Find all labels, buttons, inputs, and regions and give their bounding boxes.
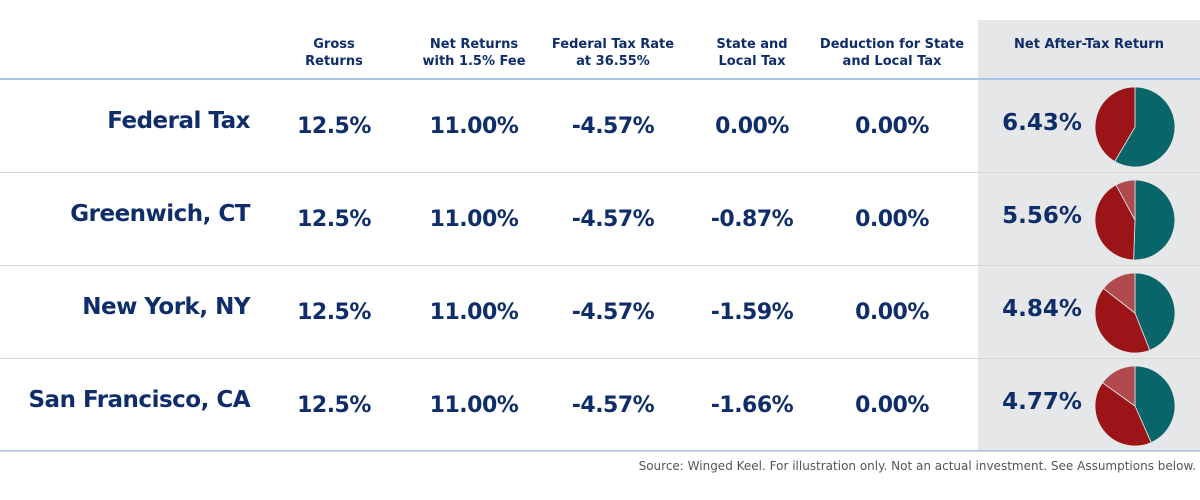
row-label: Federal Tax [107,108,250,134]
table-row: Greenwich, CT 12.5% 11.00% -4.57% -0.87% 0.00… [0,173,1200,266]
cell-gross: 12.5% [297,300,371,325]
row-divider [0,451,1200,452]
table-row: New York, NY 12.5% 11.00% -4.57% -1.59% 0.00%… [0,266,1200,359]
pie-slice-state [1102,272,1136,314]
cell-state: -1.59% [710,300,794,325]
cell-after-tax: 4.84% [1002,296,1082,322]
pie-slice-after-tax [1133,179,1176,261]
cell-federal: -4.57% [571,300,655,325]
cell-federal: -4.57% [571,393,655,418]
header-after-tax: Net After-Tax Return [1014,37,1164,52]
cell-net: 11.00% [429,393,519,418]
pie-slice-federal [1094,382,1152,447]
row-divider [0,358,1200,359]
row-label: San Francisco, CA [28,387,250,413]
cell-net: 11.00% [429,300,519,325]
cell-federal: -4.57% [571,207,655,232]
cell-after-tax: 5.56% [1002,203,1082,229]
pie-slice-state [1115,179,1136,221]
pie-slice-after-tax [1134,272,1176,351]
cell-state: 0.00% [715,114,789,139]
row-label: New York, NY [82,294,250,320]
cell-deduction: 0.00% [855,114,929,139]
cell-state: -0.87% [710,207,794,232]
table-row: San Francisco, CA 12.5% 11.00% -4.57% -1.66%… [0,359,1200,452]
header-net: Net Returns with 1.5% Fee [422,37,526,69]
cell-gross: 12.5% [297,207,371,232]
header-deduction: Deduction for State and Local Tax [819,37,965,69]
cell-gross: 12.5% [297,393,371,418]
pie-slice-after-tax [1114,86,1176,168]
cell-net: 11.00% [429,114,519,139]
pie-chart [1094,365,1176,447]
pie-slice-after-tax [1134,365,1176,444]
pie-chart [1094,86,1176,168]
row-divider [0,265,1200,266]
cell-deduction: 0.00% [855,207,929,232]
cell-federal: -4.57% [571,114,655,139]
header-divider [0,78,1200,80]
cell-net: 11.00% [429,207,519,232]
header-federal: Federal Tax Rate at 36.55% [551,37,675,69]
row-label: Greenwich, CT [70,201,250,227]
pie-slice-state [1101,365,1136,407]
pie-slice-federal [1094,184,1136,261]
pie-chart [1094,272,1176,354]
pie-chart [1094,179,1176,261]
cell-after-tax: 4.77% [1002,389,1082,415]
pie-slice-federal [1094,86,1136,163]
cell-gross: 12.5% [297,114,371,139]
cell-state: -1.66% [710,393,794,418]
pie-slice-federal [1094,287,1151,354]
header-state: State and Local Tax [716,37,788,69]
cell-deduction: 0.00% [855,300,929,325]
cell-deduction: 0.00% [855,393,929,418]
table-row: Federal Tax 12.5% 11.00% -4.57% 0.00% 0.00% 6.… [0,80,1200,173]
bottom-divider [0,450,1200,451]
footnote: Source: Winged Keel. For illustration on… [638,459,1196,473]
row-divider [0,172,1200,173]
cell-after-tax: 6.43% [1002,110,1082,136]
header-gross: Gross Returns [305,37,363,69]
